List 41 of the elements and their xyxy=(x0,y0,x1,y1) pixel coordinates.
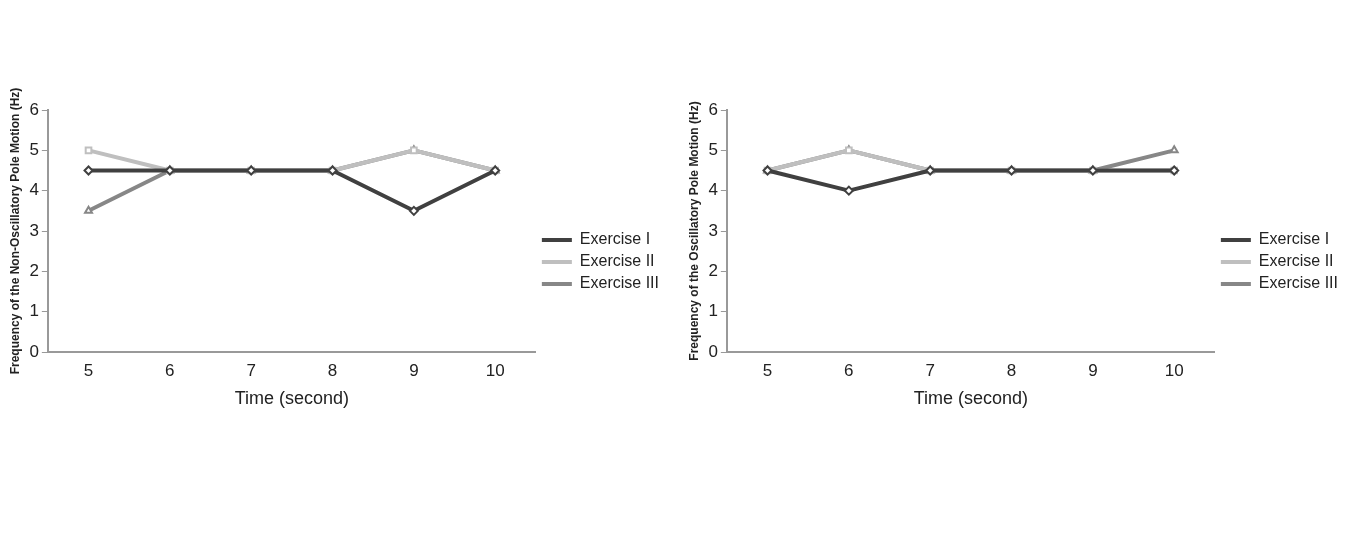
legend-label: Exercise II xyxy=(1258,252,1334,270)
x-tick-label: 9 xyxy=(1088,360,1098,380)
point xyxy=(1169,145,1179,154)
legend-label: Exercise I xyxy=(579,230,651,248)
x-tick-label: 5 xyxy=(762,360,773,380)
y-tick-label: 4 xyxy=(708,180,718,200)
x-tick-label: 7 xyxy=(246,360,256,380)
y-tick-label: 1 xyxy=(29,301,39,321)
y-tick-label: 0 xyxy=(708,341,718,361)
x-tick-label: 10 xyxy=(485,360,505,380)
legend-label: Exercise II xyxy=(579,252,655,270)
x-axis-title: Time (second) xyxy=(913,388,1029,409)
point xyxy=(843,185,854,196)
x-tick-label: 10 xyxy=(1164,360,1184,380)
x-tick-label: 8 xyxy=(327,360,338,380)
y-tick-label: 2 xyxy=(29,261,39,281)
y-tick-label: 3 xyxy=(708,220,718,240)
y-tick-label: 6 xyxy=(708,99,718,119)
y-tick-label: 3 xyxy=(29,220,39,240)
x-tick-label: 6 xyxy=(165,360,175,380)
legend-label: Exercise III xyxy=(579,274,660,292)
y-tick-label: 5 xyxy=(708,140,718,160)
y-tick-label: 5 xyxy=(29,140,39,160)
legend-label: Exercise I xyxy=(1258,230,1330,248)
legend-label: Exercise III xyxy=(1258,274,1339,292)
y-axis-title: Frequency of the Non-Oscillatory Pole Motion (Hz) xyxy=(7,87,22,375)
point xyxy=(408,205,419,216)
point xyxy=(84,205,93,214)
point xyxy=(83,165,94,176)
x-tick-label: 5 xyxy=(83,360,94,380)
y-tick-label: 1 xyxy=(708,301,718,321)
y-tick-label: 4 xyxy=(29,180,39,200)
x-tick-label: 6 xyxy=(844,360,854,380)
x-tick-label: 8 xyxy=(1006,360,1017,380)
y-tick-label: 6 xyxy=(29,99,39,119)
y-axis-title: Frequency of the Oscillatory Pole Motion (Hz) xyxy=(686,101,701,361)
x-tick-label: 9 xyxy=(409,360,419,380)
x-axis-title: Time (second) xyxy=(234,388,350,409)
y-tick-label: 0 xyxy=(29,341,39,361)
y-tick-label: 2 xyxy=(708,261,718,281)
x-tick-label: 7 xyxy=(925,360,935,380)
